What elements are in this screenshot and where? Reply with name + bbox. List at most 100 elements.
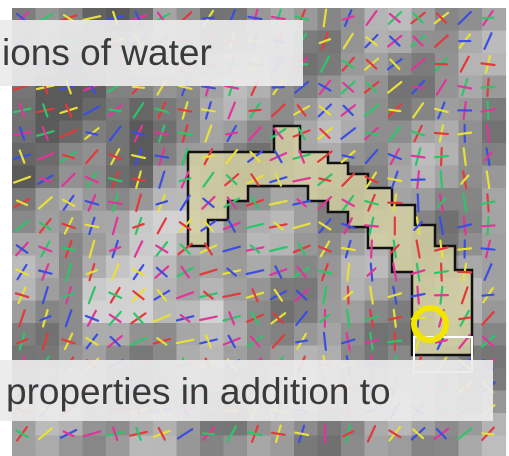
intensity-cell	[317, 435, 342, 456]
intensity-cell	[82, 255, 107, 279]
orientation-glyph	[387, 331, 403, 351]
orientation-glyph	[387, 285, 403, 305]
intensity-cell	[317, 278, 342, 302]
intensity-cell	[317, 53, 342, 77]
orientation-glyph	[342, 285, 354, 305]
orientation-glyph	[83, 105, 101, 116]
orientation-glyph	[462, 147, 467, 167]
orientation-glyph	[107, 193, 123, 212]
intensity-cell	[223, 98, 248, 122]
orientation-glyph	[226, 425, 238, 443]
intensity-cell	[388, 30, 413, 54]
orientation-glyph	[155, 241, 169, 257]
intensity-cell	[247, 300, 272, 324]
orientation-glyph	[108, 310, 122, 326]
orientation-glyph	[268, 245, 288, 253]
orientation-glyph	[84, 309, 100, 327]
intensity-cell	[223, 323, 248, 347]
orientation-glyph	[410, 57, 426, 71]
orientation-glyph	[131, 147, 146, 166]
intensity-cell	[82, 210, 107, 234]
orientation-glyph	[84, 127, 100, 140]
orientation-glyph	[270, 312, 287, 325]
orientation-glyph	[410, 170, 426, 190]
orientation-glyph	[366, 262, 377, 282]
orientation-glyph	[410, 124, 426, 143]
orientation-glyph	[245, 195, 265, 210]
orientation-glyph	[65, 262, 73, 282]
intensity-cell	[270, 98, 295, 122]
orientation-glyph	[41, 332, 50, 351]
orientation-glyph	[62, 285, 75, 305]
intensity-cell	[129, 188, 154, 212]
orientation-glyph	[39, 309, 52, 328]
intensity-cell	[482, 8, 507, 32]
orientation-glyph	[222, 267, 242, 277]
orientation-glyph	[434, 34, 449, 48]
orientation-glyph	[340, 127, 357, 140]
orientation-glyph	[412, 102, 425, 119]
intensity-cell	[247, 323, 272, 347]
orientation-glyph	[85, 333, 99, 350]
orientation-glyph	[480, 54, 496, 74]
intensity-cell	[341, 98, 366, 122]
intensity-cell	[247, 210, 272, 234]
orientation-glyph	[181, 147, 189, 166]
orientation-glyph	[433, 427, 450, 441]
intensity-cell	[129, 165, 154, 189]
orientation-glyph	[199, 334, 218, 349]
orientation-glyph	[434, 56, 448, 72]
orientation-glyph	[84, 216, 100, 236]
orientation-glyph	[38, 240, 53, 258]
orientation-glyph	[485, 170, 491, 190]
orientation-glyph	[295, 332, 309, 350]
orientation-glyph	[292, 149, 311, 164]
orientation-glyph	[433, 147, 449, 167]
orientation-glyph	[364, 126, 379, 141]
orientation-glyph	[37, 263, 53, 282]
intensity-cell	[482, 30, 507, 54]
intensity-cell	[435, 210, 460, 234]
orientation-glyph	[179, 194, 191, 212]
orientation-glyph	[269, 288, 287, 302]
intensity-cell	[12, 165, 37, 189]
orientation-glyph	[225, 124, 239, 142]
intensity-cell	[294, 98, 319, 122]
orientation-glyph	[364, 193, 379, 212]
intensity-cell	[59, 435, 84, 456]
intensity-cell	[106, 323, 131, 347]
orientation-glyph	[269, 172, 288, 187]
orientation-glyph	[319, 55, 330, 73]
intensity-cell	[458, 8, 483, 32]
intensity-cell	[129, 278, 154, 302]
intensity-cell	[411, 53, 436, 77]
orientation-glyph	[111, 216, 119, 236]
orientation-glyph	[364, 149, 379, 165]
intensity-cell	[482, 120, 507, 144]
intensity-cell	[364, 435, 389, 456]
orientation-glyph	[84, 171, 99, 189]
orientation-glyph	[292, 198, 311, 208]
orientation-glyph	[341, 217, 356, 235]
orientation-glyph	[222, 334, 241, 349]
orientation-glyph	[410, 262, 426, 282]
intensity-cell	[364, 75, 389, 99]
orientation-glyph	[12, 126, 32, 141]
intensity-cell	[12, 143, 37, 167]
orientation-glyph	[108, 286, 123, 304]
orientation-glyph	[199, 315, 218, 322]
orientation-glyph	[480, 77, 496, 97]
intensity-cell	[341, 53, 366, 77]
intensity-cell	[341, 30, 366, 54]
orientation-glyph	[480, 239, 496, 259]
orientation-glyph	[247, 424, 263, 443]
orientation-glyph	[176, 428, 194, 440]
intensity-cell	[129, 210, 154, 234]
intensity-cell	[223, 435, 248, 456]
intensity-cell	[411, 143, 436, 167]
orientation-glyph	[364, 171, 379, 188]
intensity-cell	[176, 435, 201, 456]
intensity-cell	[270, 255, 295, 279]
intensity-cell	[247, 188, 272, 212]
orientation-glyph	[292, 126, 311, 141]
